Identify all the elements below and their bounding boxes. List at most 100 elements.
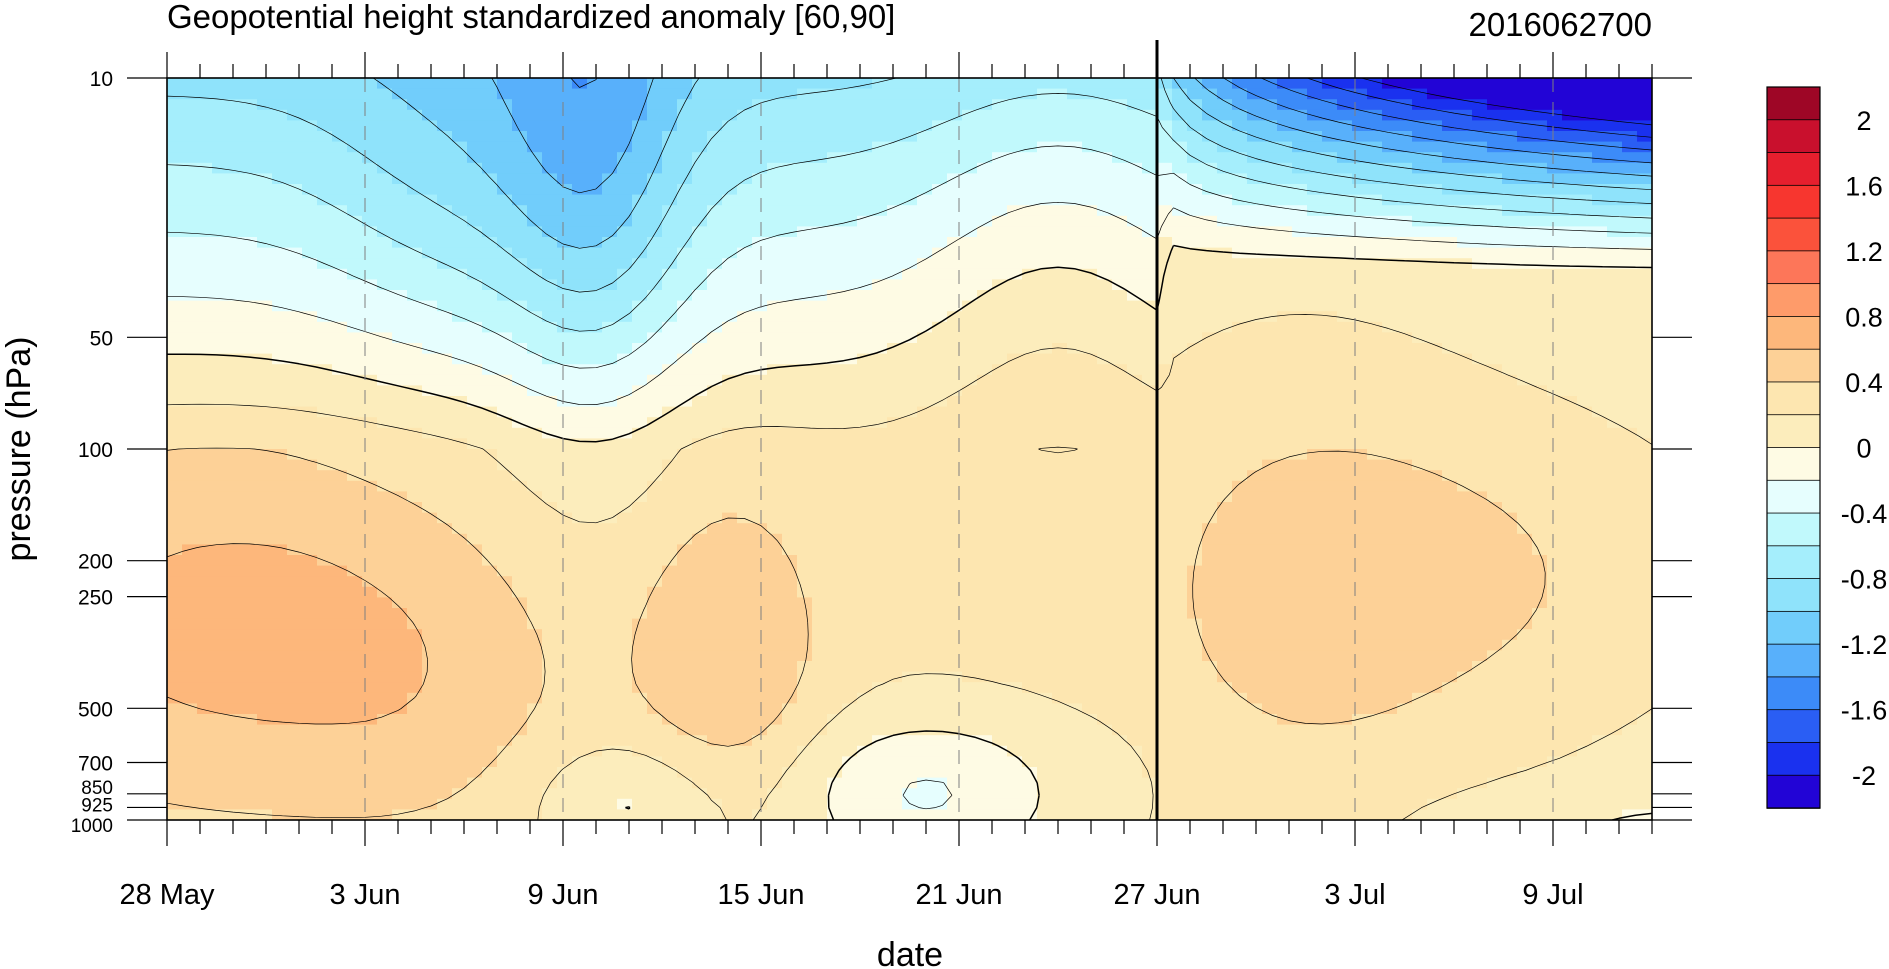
heatmap-cell <box>422 205 438 217</box>
heatmap-cell <box>767 618 783 630</box>
heatmap-cell <box>572 141 588 153</box>
heatmap-cell <box>392 290 408 302</box>
heatmap-cell <box>242 714 258 726</box>
heatmap-cell <box>212 258 228 270</box>
heatmap-cell <box>932 533 948 545</box>
heatmap-cell <box>797 491 813 503</box>
heatmap-cell <box>392 491 408 503</box>
heatmap-cell <box>272 396 288 408</box>
heatmap-cell <box>242 88 258 100</box>
heatmap-cell <box>1127 714 1143 726</box>
heatmap-cell <box>602 470 618 482</box>
heatmap-cell <box>227 99 243 111</box>
heatmap-cell <box>662 215 678 227</box>
heatmap-cell <box>722 353 738 365</box>
heatmap-cell <box>1007 745 1023 757</box>
heatmap-cell <box>257 714 273 726</box>
heatmap-cell <box>662 788 678 800</box>
heatmap-cell <box>377 544 393 556</box>
heatmap-cell <box>677 141 693 153</box>
heatmap-cell <box>362 629 378 641</box>
heatmap-cell <box>1172 533 1188 545</box>
heatmap-cell <box>1052 109 1068 121</box>
heatmap-cell <box>872 459 888 471</box>
heatmap-cell <box>1172 809 1188 820</box>
heatmap-cell <box>422 279 438 291</box>
heatmap-cell <box>1232 205 1248 217</box>
heatmap-cell <box>827 671 843 683</box>
heatmap-cell <box>512 131 528 143</box>
heatmap-cell <box>602 523 618 535</box>
heatmap-cell <box>1067 290 1083 302</box>
heatmap-cell <box>1052 141 1068 153</box>
heatmap-cell <box>842 618 858 630</box>
heatmap-cell <box>272 661 288 673</box>
heatmap-cell <box>1142 364 1158 376</box>
heatmap-cell <box>422 396 438 408</box>
heatmap-cell <box>1022 311 1038 323</box>
heatmap-cell <box>1022 597 1038 609</box>
heatmap-cell <box>197 88 213 100</box>
heatmap-cell <box>1067 735 1083 747</box>
heatmap-cell <box>632 480 648 492</box>
heatmap-cell <box>797 385 813 397</box>
heatmap-cell <box>437 798 453 810</box>
heatmap-cell <box>467 78 483 90</box>
heatmap-cell <box>1112 438 1128 450</box>
heatmap-cell <box>242 480 258 492</box>
heatmap-cell <box>572 438 588 450</box>
heatmap-cell <box>1202 692 1218 704</box>
heatmap-cell <box>1172 544 1188 556</box>
heatmap-cell <box>1007 268 1023 280</box>
heatmap-cell <box>797 618 813 630</box>
heatmap-cell <box>977 343 993 355</box>
heatmap-cell <box>917 290 933 302</box>
heatmap-cell <box>992 268 1008 280</box>
heatmap-cell <box>812 99 828 111</box>
heatmap-cell <box>497 724 513 736</box>
heatmap-cell <box>722 449 738 461</box>
heatmap-cell <box>1112 735 1128 747</box>
heatmap-cell <box>1052 692 1068 704</box>
heatmap-cell <box>1187 523 1203 535</box>
heatmap-cell <box>602 162 618 174</box>
heatmap-cell <box>1142 353 1158 365</box>
heatmap-cell <box>1232 290 1248 302</box>
heatmap-cell <box>332 131 348 143</box>
heatmap-cell <box>242 321 258 333</box>
heatmap-cell <box>377 650 393 662</box>
heatmap-cell <box>932 597 948 609</box>
heatmap-cell <box>362 703 378 715</box>
heatmap-cell <box>572 406 588 418</box>
heatmap-cell <box>992 438 1008 450</box>
heatmap-cell <box>332 343 348 355</box>
heatmap-cell <box>167 597 183 609</box>
heatmap-cell <box>1097 618 1113 630</box>
heatmap-cell <box>857 586 873 598</box>
heatmap-cell <box>1187 756 1203 768</box>
heatmap-cell <box>917 205 933 217</box>
heatmap-cell <box>317 385 333 397</box>
heatmap-cell <box>1112 427 1128 439</box>
heatmap-cell <box>872 788 888 800</box>
heatmap-cell <box>1052 78 1068 90</box>
heatmap-cell <box>1142 184 1158 196</box>
heatmap-cell <box>287 745 303 757</box>
heatmap-cell <box>1022 417 1038 429</box>
heatmap-cell <box>707 205 723 217</box>
heatmap-cell <box>587 777 603 789</box>
heatmap-cell <box>962 629 978 641</box>
heatmap-cell <box>482 586 498 598</box>
heatmap-cell <box>1187 406 1203 418</box>
heatmap-cell <box>377 597 393 609</box>
heatmap-cell <box>977 290 993 302</box>
heatmap-cell <box>1082 162 1098 174</box>
heatmap-cell <box>602 131 618 143</box>
heatmap-cell <box>902 777 918 789</box>
heatmap-cell <box>377 152 393 164</box>
heatmap-cell <box>407 205 423 217</box>
heatmap-cell <box>572 194 588 206</box>
heatmap-cell <box>1097 215 1113 227</box>
heatmap-cell <box>632 205 648 217</box>
heatmap-cell <box>512 205 528 217</box>
